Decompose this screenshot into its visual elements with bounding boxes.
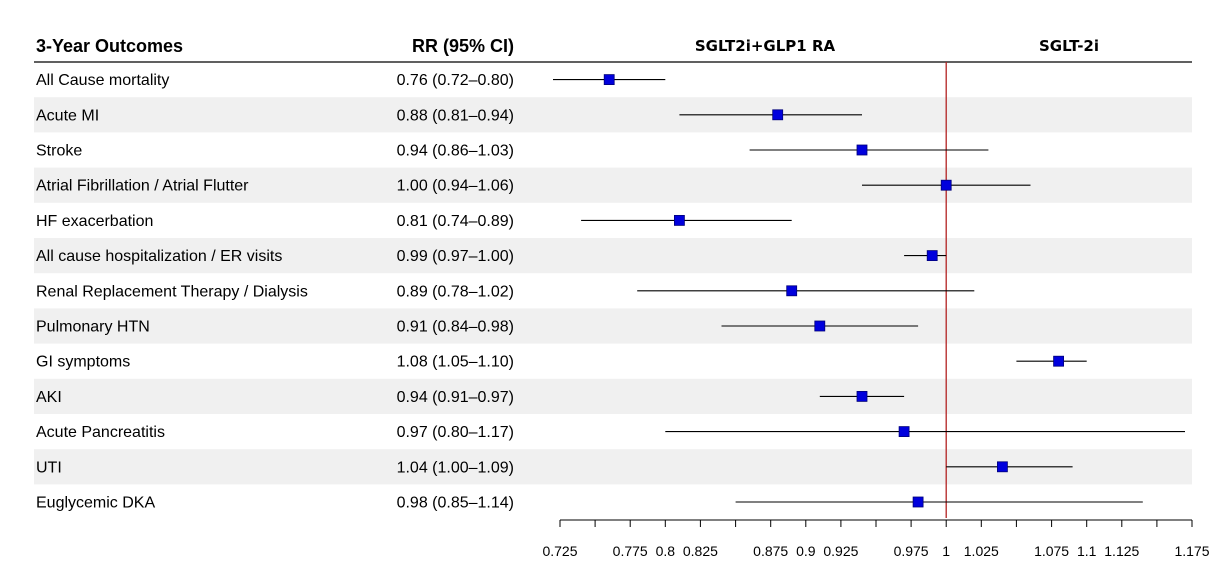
x-tick-label: 1.075 — [1034, 543, 1069, 559]
outcome-label: GI symptoms — [36, 354, 130, 371]
rr-point — [856, 390, 868, 402]
rr-value: 0.97 (0.80–1.17) — [397, 424, 514, 441]
rr-point — [856, 144, 868, 156]
outcome-label: AKI — [36, 389, 62, 406]
rr-value: 0.89 (0.78–1.02) — [397, 283, 514, 300]
table-title: 3-Year Outcomes — [36, 36, 183, 56]
x-tick-label: 0.875 — [753, 543, 788, 559]
outcome-labels: All Cause mortality Acute MI Stroke Atrial … — [36, 72, 308, 511]
rr-point — [940, 179, 952, 191]
outcome-label: All cause hospitalization / ER visits — [36, 248, 282, 265]
rr-point — [898, 426, 910, 438]
favors-right-label: SGLT-2i — [1039, 37, 1099, 55]
rr-value: 0.81 (0.74–0.89) — [397, 213, 514, 230]
x-tick-label: 1.175 — [1174, 543, 1209, 559]
rr-value: 1.04 (1.00–1.09) — [397, 459, 514, 476]
rr-value: 0.99 (0.97–1.00) — [397, 248, 514, 265]
rr-value: 0.94 (0.86–1.03) — [397, 143, 514, 160]
x-tick-label: 0.775 — [613, 543, 648, 559]
row-stripe — [34, 308, 1192, 344]
outcome-label: HF exacerbation — [36, 213, 153, 230]
outcome-label: Atrial Fibrillation / Atrial Flutter — [36, 178, 249, 195]
estimate-marks — [553, 74, 1185, 508]
row-stripe — [34, 378, 1192, 414]
rr-value: 0.98 (0.85–1.14) — [397, 495, 514, 512]
x-tick-label: 1 — [942, 543, 950, 559]
rr-value: 0.88 (0.81–0.94) — [397, 107, 514, 124]
rr-value: 0.94 (0.91–0.97) — [397, 389, 514, 406]
rr-values: 0.76 (0.72–0.80) 0.88 (0.81–0.94) 0.94 (0.… — [397, 72, 514, 511]
rr-point — [814, 320, 826, 332]
row-stripe — [34, 97, 1192, 133]
x-tick-label: 0.825 — [683, 543, 718, 559]
outcome-label: All Cause mortality — [36, 72, 169, 89]
outcome-label: Euglycemic DKA — [36, 495, 155, 512]
x-tick-label: 1.125 — [1104, 543, 1139, 559]
rr-point — [772, 109, 784, 121]
outcome-label: UTI — [36, 459, 62, 476]
x-tick-label: 0.725 — [542, 543, 577, 559]
outcome-label: Stroke — [36, 143, 82, 160]
x-tick-label: 0.8 — [656, 543, 676, 559]
rr-point — [674, 214, 685, 226]
rr-value: 1.08 (1.05–1.10) — [397, 354, 514, 371]
rr-value: 0.76 (0.72–0.80) — [397, 72, 514, 89]
x-tick-label: 0.975 — [894, 543, 929, 559]
x-tick-label: 1.1 — [1077, 543, 1097, 559]
row-stripe — [34, 238, 1192, 274]
x-tick-label: 1.025 — [964, 543, 999, 559]
outcome-label: Acute MI — [36, 107, 99, 124]
outcome-label: Acute Pancreatitis — [36, 424, 165, 441]
x-tick-label: 0.925 — [823, 543, 858, 559]
rr-point — [912, 496, 924, 508]
outcome-label: Pulmonary HTN — [36, 319, 150, 336]
favors-left-label: SGLT2i+GLP1 RA — [695, 37, 836, 55]
rr-point — [926, 250, 938, 262]
rr-point — [1053, 355, 1064, 367]
x-axis: 0.725 0.775 0.8 0.825 0.875 0.9 0.925 0.975 1 1.0… — [542, 519, 1210, 559]
outcome-label: Renal Replacement Therapy / Dialysis — [36, 283, 308, 300]
rr-point — [786, 285, 798, 297]
x-tick-label: 0.9 — [796, 543, 816, 559]
rr-column-header: RR (95% CI) — [412, 36, 514, 56]
rr-value: 0.91 (0.84–0.98) — [397, 319, 514, 336]
rr-value: 1.00 (0.94–1.06) — [397, 178, 514, 195]
rr-point — [603, 74, 615, 85]
rr-point — [997, 461, 1008, 473]
